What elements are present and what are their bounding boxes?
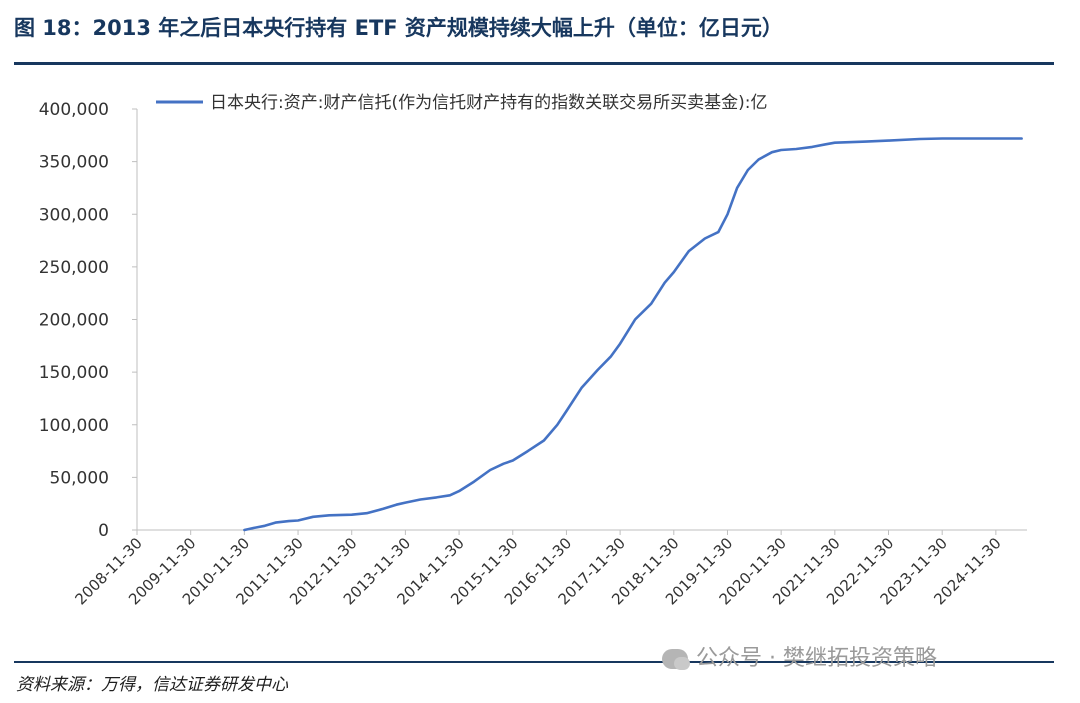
title-divider <box>14 62 1054 65</box>
legend: 日本央行:资产:财产信托(作为信托财产持有的指数关联交易所买卖基金):亿 <box>156 93 767 113</box>
line-chart: 0 50,000 100,000 150,000 200,000 250,000 300,0… <box>39 93 1027 608</box>
y-tick-label: 200,000 <box>39 311 109 331</box>
y-tick-label: 350,000 <box>39 153 109 173</box>
watermark-text: 公众号 · 樊继拓投资策略 <box>696 646 937 671</box>
series-line <box>243 137 1023 532</box>
plot-area <box>243 137 1023 532</box>
chart-title: 图 18：2013 年之后日本央行持有 ETF 资产规模持续大幅上升（单位：亿日… <box>14 16 783 40</box>
y-tick-label: 150,000 <box>39 363 109 383</box>
source-note: 资料来源：万得，信达证券研发中心 <box>16 675 288 695</box>
x-axis: 2008-11-302009-11-302010-11-302011-11-30… <box>71 529 1027 608</box>
footer-divider <box>14 661 1054 663</box>
y-tick-label: 250,000 <box>39 258 109 278</box>
y-tick-label: 0 <box>98 521 109 541</box>
watermark: 公众号 · 樊继拓投资策略 <box>662 640 937 672</box>
y-tick-label: 50,000 <box>50 468 109 488</box>
legend-label: 日本央行:资产:财产信托(作为信托财产持有的指数关联交易所买卖基金):亿 <box>210 93 767 113</box>
y-axis: 0 50,000 100,000 150,000 200,000 250,000 300,0… <box>39 100 138 541</box>
wechat-icon <box>662 649 690 670</box>
y-tick-label: 300,000 <box>39 205 109 225</box>
y-tick-label: 100,000 <box>39 416 109 436</box>
y-tick-label: 400,000 <box>39 100 109 120</box>
